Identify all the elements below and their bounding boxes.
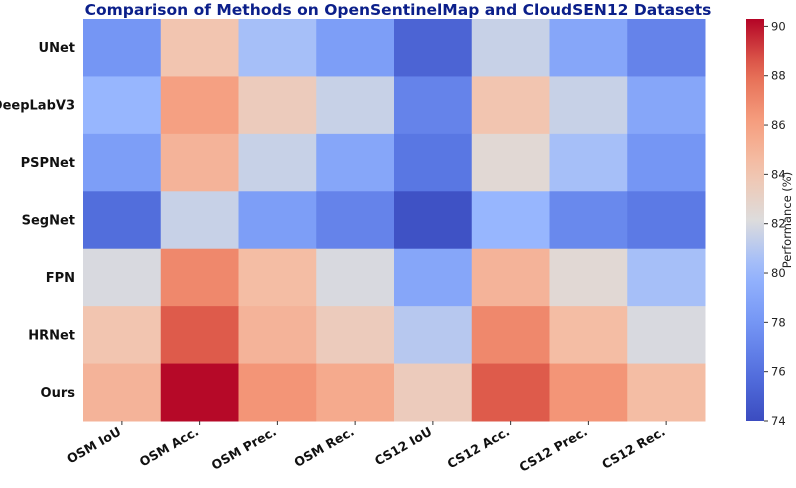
- row-label: Ours: [41, 386, 76, 401]
- heatmap-cell: [471, 306, 550, 365]
- heatmap-cell: [316, 19, 395, 77]
- column-label: OSM Rec.: [291, 424, 356, 470]
- column-label: CS12 Rec.: [599, 424, 667, 472]
- colorbar-tick-label: 80: [771, 266, 786, 280]
- heatmap-cell: [238, 191, 317, 250]
- column-label: OSM IoU: [64, 424, 123, 467]
- row-labels: UNet DeepLabV3 PSPNet SegNet FPN HRNet Ours: [0, 41, 75, 401]
- heatmap-cell: [316, 76, 395, 135]
- heatmap-cell: [394, 248, 473, 307]
- heatmap-cell: [83, 19, 162, 77]
- heatmap-cell: [471, 19, 550, 77]
- heatmap-cell: [549, 191, 628, 250]
- heatmap-cell: [549, 363, 628, 422]
- column-label: CS12 IoU: [372, 424, 435, 469]
- colorbar: 74 76 78 80 82 84 86 88 90 Performance (%): [746, 19, 794, 428]
- row-label: UNet: [39, 41, 75, 56]
- heatmap-cell: [83, 248, 162, 307]
- heatmap-cell: [238, 19, 317, 77]
- heatmap-cell: [627, 306, 706, 365]
- colorbar-tick-label: 74: [771, 414, 786, 428]
- heatmap-cell: [471, 363, 550, 422]
- heatmap-cells: [83, 19, 706, 422]
- heatmap-cell: [394, 363, 473, 422]
- row-label: FPN: [46, 271, 75, 286]
- chart-title: Comparison of Methods on OpenSentinelMap…: [85, 1, 712, 19]
- heatmap-cell: [83, 76, 162, 135]
- colorbar-tick-label: 88: [771, 69, 786, 83]
- colorbar-label: Performance (%): [780, 172, 794, 268]
- heatmap-cell: [394, 19, 473, 77]
- column-label: OSM Acc.: [137, 424, 201, 470]
- heatmap-cell: [627, 191, 706, 250]
- heatmap-cell: [238, 76, 317, 135]
- heatmap-cell: [627, 248, 706, 307]
- heatmap-cell: [471, 191, 550, 250]
- heatmap-cell: [160, 363, 239, 422]
- heatmap-cell: [160, 191, 239, 250]
- heatmap-cell: [316, 133, 395, 192]
- heatmap-cell: [316, 306, 395, 365]
- heatmap-cell: [627, 363, 706, 422]
- column-label: CS12 Prec.: [516, 424, 589, 475]
- colorbar-tick-label: 76: [771, 365, 786, 379]
- heatmap-cell: [549, 133, 628, 192]
- heatmap-cell: [83, 306, 162, 365]
- colorbar-tick-label: 90: [771, 19, 786, 33]
- heatmap-cell: [160, 76, 239, 135]
- heatmap-cell: [316, 248, 395, 307]
- heatmap-cell: [160, 19, 239, 77]
- heatmap-cell: [471, 133, 550, 192]
- colorbar-tick-label: 78: [771, 315, 786, 329]
- colorbar-tick-label: 84: [771, 167, 786, 181]
- heatmap-cell: [627, 19, 706, 77]
- heatmap-cell: [471, 248, 550, 307]
- heatmap-cell: [160, 306, 239, 365]
- colorbar-gradient: [746, 19, 764, 421]
- heatmap-cell: [549, 306, 628, 365]
- heatmap-cell: [83, 133, 162, 192]
- heatmap-cell: [394, 191, 473, 250]
- heatmap-cell: [160, 248, 239, 307]
- heatmap-cell: [627, 133, 706, 192]
- heatmap-cell: [549, 19, 628, 77]
- heatmap-cell: [394, 76, 473, 135]
- heatmap-cell: [471, 76, 550, 135]
- heatmap-cell: [627, 76, 706, 135]
- row-label: HRNet: [28, 328, 75, 343]
- row-label: PSPNet: [21, 156, 75, 171]
- heatmap-cell: [238, 363, 317, 422]
- column-labels: OSM IoU OSM Acc. OSM Prec. OSM Rec. CS12 IoU…: [64, 421, 668, 475]
- heatmap-cell: [238, 248, 317, 307]
- heatmap-cell: [316, 363, 395, 422]
- row-label: DeepLabV3: [0, 99, 75, 114]
- heatmap-cell: [238, 306, 317, 365]
- column-label: OSM Prec.: [209, 424, 279, 473]
- heatmap-cell: [394, 306, 473, 365]
- heatmap-cell: [160, 133, 239, 192]
- colorbar-tick-label: 82: [771, 217, 786, 231]
- heatmap-cell: [549, 76, 628, 135]
- heatmap-cell: [394, 133, 473, 192]
- heatmap-cell: [316, 191, 395, 250]
- row-label: SegNet: [22, 214, 75, 229]
- heatmap-cell: [83, 363, 162, 422]
- column-label: CS12 Acc.: [445, 424, 513, 472]
- heatmap-cell: [549, 248, 628, 307]
- heatmap-cell: [83, 191, 162, 250]
- colorbar-tick-label: 86: [771, 118, 786, 132]
- heatmap-cell: [238, 133, 317, 192]
